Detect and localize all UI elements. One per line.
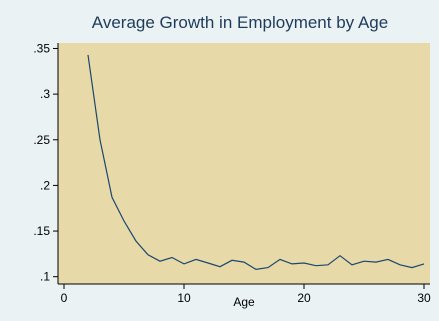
y-tick-label: .3 <box>40 87 50 101</box>
y-tick-label: .1 <box>40 270 50 284</box>
y-tick-label: .35 <box>33 41 50 55</box>
series-group <box>87 54 425 271</box>
x-tick-label: 0 <box>61 291 68 305</box>
x-axis: 0 10 20 30 <box>58 283 431 305</box>
x-tick-label: 10 <box>177 291 191 305</box>
x-tick-label: 20 <box>297 291 311 305</box>
series-line <box>87 54 425 271</box>
y-axis: .1 .15 .2 .25 .3 .35 <box>33 41 59 284</box>
y-tick-label: .15 <box>33 224 50 238</box>
chart-title: Average Growth in Employment by Age <box>92 13 388 32</box>
x-axis-label: Age <box>233 295 255 309</box>
y-tick-label: .25 <box>33 133 50 147</box>
x-tick-label: 30 <box>417 291 431 305</box>
y-tick-label: .2 <box>40 178 50 192</box>
plot-area <box>58 43 430 284</box>
